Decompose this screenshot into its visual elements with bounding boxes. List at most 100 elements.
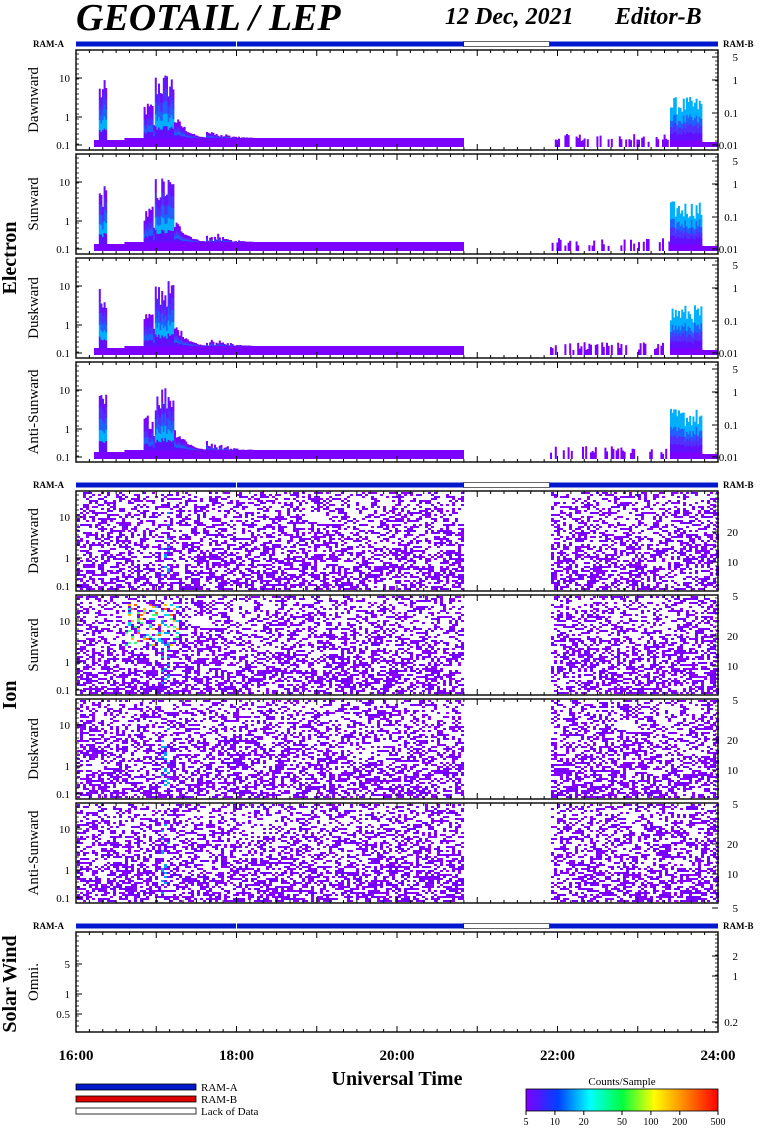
spectrogram-cell [158, 322, 160, 335]
spectrogram-cell [110, 540, 113, 542]
spectrogram-cell [245, 578, 248, 580]
spectrogram-cell [230, 500, 233, 502]
spectrogram-cell [105, 108, 108, 120]
spectrogram-cell [673, 131, 676, 141]
spectrogram-cell [692, 416, 695, 425]
spectrogram-cell [212, 520, 215, 522]
spectrogram-cell [679, 341, 682, 349]
spectrogram-cell [158, 200, 160, 209]
spectrogram-cell [154, 89, 157, 103]
spectrogram-cell [196, 138, 199, 147]
spectrogram-cell [305, 242, 308, 251]
spectrogram-cell [343, 138, 346, 147]
spectrogram-cell [222, 237, 224, 239]
spectrogram-cell [104, 554, 107, 556]
spectrogram-cell [200, 558, 203, 560]
spectrogram-cell [628, 139, 631, 147]
spectrogram-cell [684, 109, 687, 117]
spectrogram-cell [167, 397, 170, 409]
spectrogram-cell [156, 346, 159, 355]
spectrogram-cell [183, 450, 186, 459]
spectrogram-cell [452, 138, 455, 147]
spectrogram-cell [170, 582, 173, 584]
spectrogram-cell [174, 335, 176, 340]
spectrogram-cell [263, 450, 266, 459]
spectrogram-cell [98, 98, 101, 110]
spectrogram-cell [681, 412, 684, 422]
spectrogram-cell [227, 492, 230, 494]
spectrogram-cell [191, 448, 194, 450]
spectrogram-cell [623, 451, 626, 459]
spectrogram-cell [182, 554, 185, 556]
spectrogram-cell [206, 562, 209, 564]
spectrogram-cell [602, 244, 605, 251]
spectrogram-cell [215, 502, 218, 504]
spectrogram-cell [185, 342, 188, 345]
spectrogram-cell [263, 346, 266, 355]
spectrogram-cell [159, 450, 162, 459]
spectrogram-cell [100, 214, 103, 225]
spectrogram-cell [188, 552, 191, 554]
spectrogram-cell [266, 242, 269, 251]
spectrogram-cell [177, 238, 180, 243]
spectrogram-cell [210, 343, 213, 346]
spectrogram-cell [188, 445, 191, 448]
spectrogram-cell [177, 234, 180, 239]
spectrogram-cell [161, 524, 164, 526]
spectrogram-cell [158, 94, 160, 106]
spectrogram-cell [154, 322, 157, 335]
spectrogram-cell [678, 318, 680, 327]
spectrogram-cell [185, 584, 188, 586]
spectrogram-cell [279, 138, 282, 147]
spectrogram-cell [185, 536, 188, 538]
spectrogram-cell [687, 333, 690, 342]
spectrogram-cell [188, 518, 191, 520]
spectrogram-cell [439, 138, 442, 147]
spectrogram-cell [698, 430, 701, 439]
spectrogram-cell [198, 136, 200, 138]
spectrogram-cell [330, 346, 333, 355]
spectrogram-cell [690, 100, 693, 110]
spectrogram-cell [430, 138, 432, 147]
spectrogram-cell [178, 229, 181, 234]
spectrogram-cell [222, 346, 224, 355]
spectrogram-cell [209, 239, 212, 241]
spectrogram-cell [102, 331, 104, 341]
spectrogram-cell [207, 450, 210, 459]
spectrogram-cell [302, 450, 304, 459]
spectrogram-cell [152, 520, 155, 522]
spectrogram-cell [329, 138, 332, 147]
spectrogram-cell [191, 544, 194, 546]
spectrogram-cell [649, 451, 652, 459]
spectrogram-cell [102, 236, 104, 245]
spectrogram-cell [236, 346, 239, 355]
spectrogram-cell [682, 333, 685, 342]
spectrogram-cell [681, 128, 684, 135]
spectrogram-cell [190, 242, 192, 251]
spectrogram-cell [569, 240, 572, 251]
spectrogram-cell [633, 134, 636, 147]
spectrogram-cell [161, 346, 164, 355]
spectrogram-cell [143, 512, 146, 514]
spectrogram-cell [110, 556, 113, 558]
spectrogram-cell [271, 346, 274, 355]
ram-right-label: RAM-B [723, 480, 754, 490]
spectrogram-cell [153, 332, 156, 337]
spectrogram-cell [164, 125, 167, 139]
spectrogram-cell [101, 498, 104, 500]
spectrogram-cell [207, 447, 210, 449]
spectrogram-cell [103, 232, 106, 245]
spectrogram-cell [174, 233, 176, 237]
spectrogram-cell [151, 234, 154, 243]
spectrogram-cell [679, 452, 682, 459]
spectrogram-cell [258, 450, 261, 459]
spectrogram-cell [457, 242, 460, 251]
spectrogram-cell [697, 324, 700, 333]
spectrogram-cell [159, 242, 162, 251]
spectrogram-cell [686, 123, 688, 133]
spectrogram-cell [564, 245, 567, 251]
spectrogram-cell [193, 134, 196, 137]
spectrogram-cell [197, 514, 200, 516]
spectrogram-cell [156, 336, 159, 347]
spectrogram-cell [245, 556, 248, 558]
